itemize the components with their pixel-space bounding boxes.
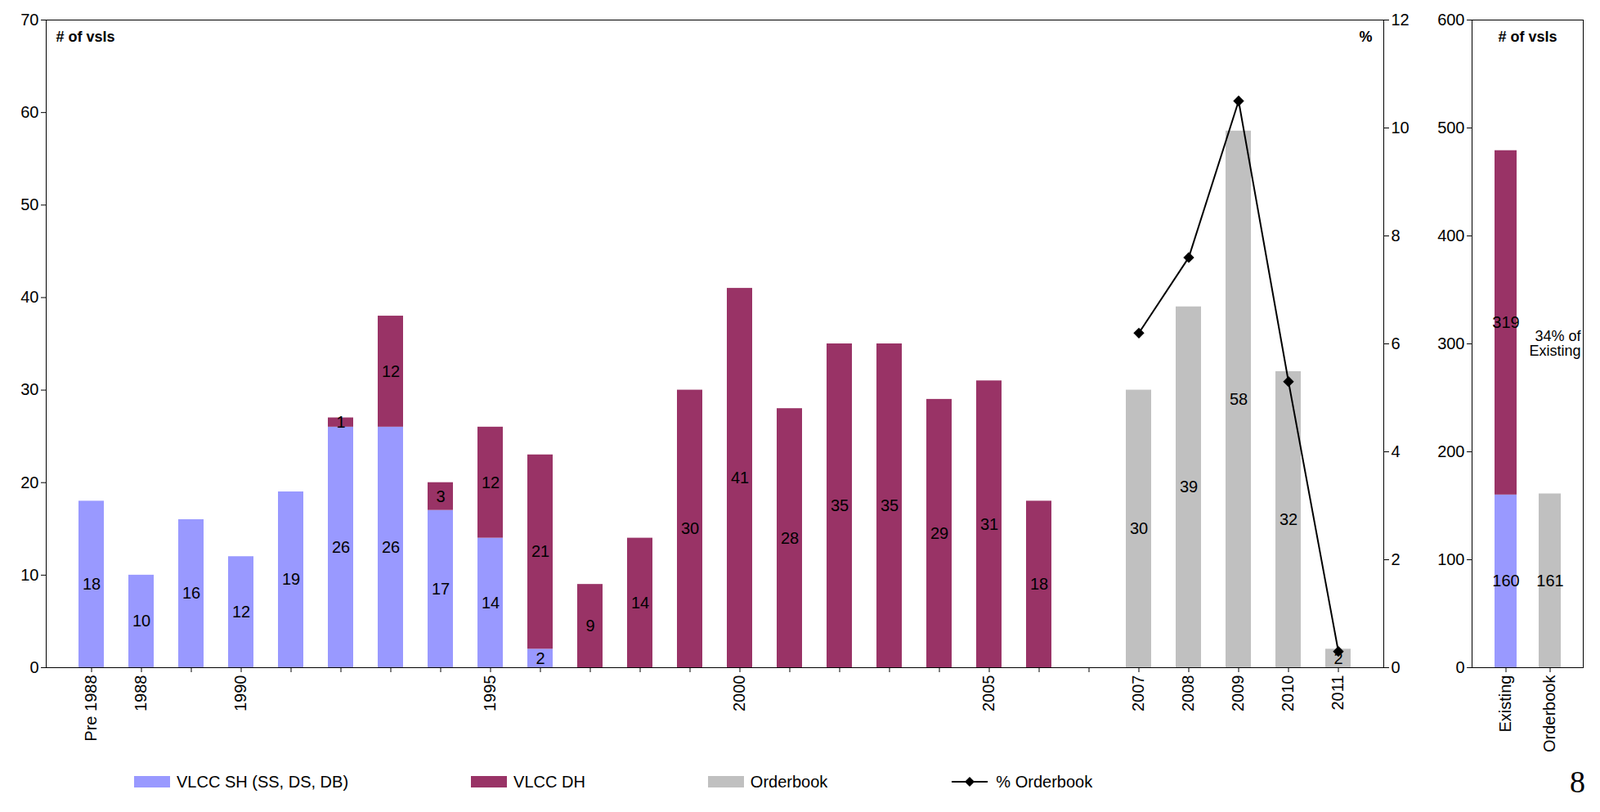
svg-text:2007: 2007 [1129,675,1148,713]
svg-text:10: 10 [1391,118,1410,137]
svg-text:0: 0 [1391,658,1401,677]
svg-text:1990: 1990 [231,675,250,713]
svg-text:20: 20 [20,473,39,492]
svg-text:18: 18 [82,574,101,593]
svg-text:3: 3 [435,487,445,506]
svg-text:17: 17 [431,579,450,598]
svg-text:600: 600 [1437,10,1465,29]
svg-text:160: 160 [1492,571,1520,590]
svg-text:14: 14 [631,593,650,612]
svg-text:2009: 2009 [1228,675,1247,713]
svg-text:2008: 2008 [1178,675,1197,713]
svg-text:Existing: Existing [1496,675,1515,733]
svg-text:30: 30 [1129,519,1148,538]
svg-text:26: 26 [381,537,400,556]
svg-text:18: 18 [1030,574,1049,593]
svg-text:70: 70 [20,10,39,29]
svg-text:1995: 1995 [480,675,499,713]
svg-text:60: 60 [20,103,39,122]
svg-text:300: 300 [1437,334,1465,353]
svg-text:30: 30 [681,519,700,538]
svg-text:161: 161 [1536,571,1564,590]
html-text:Orderbook: Orderbook [750,772,828,791]
svg-text:10: 10 [132,611,151,630]
svg-text:1: 1 [336,412,346,431]
svg-text:319: 319 [1492,313,1520,332]
svg-text:12: 12 [381,362,400,381]
svg-text:2: 2 [535,649,545,668]
svg-text:500: 500 [1437,118,1465,137]
html-text:8: 8 [1569,764,1586,799]
svg-text:4: 4 [1391,442,1401,461]
svg-text:100: 100 [1437,550,1465,569]
svg-text:35: 35 [830,496,849,515]
svg-text:%: % [1358,28,1372,45]
svg-text:2: 2 [1391,550,1401,569]
svg-text:2010: 2010 [1278,675,1297,713]
svg-text:32: 32 [1279,510,1298,529]
svg-text:39: 39 [1179,477,1198,496]
svg-text:26: 26 [331,537,350,556]
svg-text:10: 10 [20,565,39,584]
svg-text:58: 58 [1229,389,1248,408]
svg-text:50: 50 [20,195,39,214]
svg-text:2005: 2005 [979,675,998,713]
html-text:% Orderbook: % Orderbook [996,772,1093,791]
svg-text:400: 400 [1437,226,1465,245]
svg-text:34% ofExisting: 34% ofExisting [1528,327,1582,359]
svg-text:29: 29 [930,524,949,543]
svg-text:14: 14 [481,593,500,612]
svg-text:40: 40 [20,287,39,306]
svg-text:Orderbook: Orderbook [1540,674,1559,753]
svg-text:2011: 2011 [1328,675,1347,711]
svg-text:19: 19 [282,569,301,588]
svg-text:1988: 1988 [131,675,150,713]
svg-text:12: 12 [481,473,500,492]
html-text:VLCC SH (SS, DS, DB): VLCC SH (SS, DS, DB) [176,772,349,791]
svg-text:30: 30 [20,380,39,399]
svg-text:35: 35 [880,496,899,515]
html-text:VLCC DH: VLCC DH [513,772,586,791]
svg-text:41: 41 [730,468,749,487]
svg-text:9: 9 [585,616,595,635]
svg-text:12: 12 [1391,10,1410,29]
svg-text:Pre 1988: Pre 1988 [81,675,100,742]
svg-text:16: 16 [182,583,201,602]
svg-text:0: 0 [29,658,39,677]
svg-text:12: 12 [232,602,251,621]
svg-text:6: 6 [1391,334,1401,353]
svg-text:21: 21 [531,542,550,561]
svg-text:2: 2 [1333,649,1343,668]
svg-text:28: 28 [780,528,799,547]
svg-text:# of vsls: # of vsls [1497,28,1557,45]
svg-text:8: 8 [1391,226,1401,245]
svg-text:2000: 2000 [730,675,749,713]
svg-text:200: 200 [1437,442,1465,461]
svg-text:0: 0 [1455,658,1465,677]
svg-text:# of vsls: # of vsls [56,28,116,45]
svg-text:31: 31 [980,515,999,534]
